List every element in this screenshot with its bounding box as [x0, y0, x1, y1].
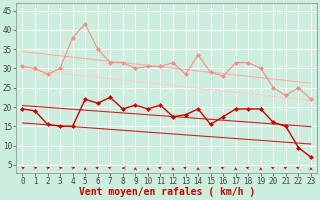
X-axis label: Vent moyen/en rafales ( km/h ): Vent moyen/en rafales ( km/h ) — [79, 187, 255, 197]
